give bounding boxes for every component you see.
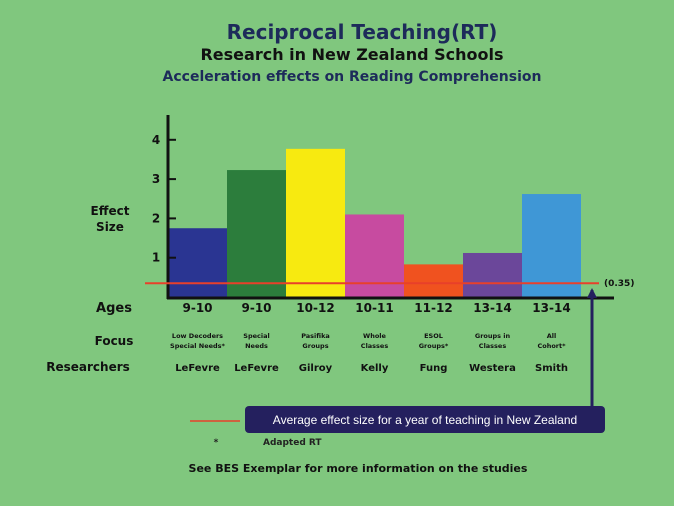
focus-label: All	[547, 332, 557, 340]
researcher-label: Westera	[469, 363, 516, 374]
chart-subtitle: Research in New Zealand Schools	[200, 45, 503, 64]
x-tick-label-age: 13-14	[532, 301, 570, 315]
y-tick-label: 2	[152, 211, 160, 225]
y-tick-label: 4	[152, 133, 160, 147]
focus-label: Whole	[363, 332, 386, 340]
researcher-label: LeFevre	[234, 363, 279, 374]
focus-label: Special	[243, 332, 269, 340]
legend-reference-text: Average effect size for a year of teachi…	[273, 413, 577, 427]
researcher-label: Fung	[420, 363, 448, 374]
row-label-researchers: Researchers	[46, 360, 130, 374]
focus-label: Groups in	[475, 332, 511, 340]
focus-label: Cohort*	[537, 342, 566, 350]
y-tick-label: 3	[152, 172, 160, 186]
x-tick-label-age: 10-11	[355, 301, 393, 315]
bar-4	[345, 214, 404, 297]
x-tick-label-age: 10-12	[296, 301, 334, 315]
row-label-focus: Focus	[95, 334, 134, 348]
focus-label: Classes	[479, 342, 507, 350]
researcher-label: Smith	[535, 363, 568, 374]
bar-6	[463, 252, 522, 297]
footer-note: See BES Exemplar for more information on…	[189, 462, 528, 475]
legend-callout-box	[245, 406, 605, 433]
bar-1	[168, 228, 227, 297]
focus-label: Classes	[361, 342, 389, 350]
row-label-ages: Ages	[96, 301, 132, 316]
arrow-head-icon	[587, 288, 597, 298]
bar-2	[227, 170, 286, 297]
y-tick-label: 1	[152, 251, 160, 265]
focus-label: Groups	[302, 342, 328, 350]
focus-label: Needs	[245, 342, 268, 350]
researcher-label: LeFevre	[175, 363, 220, 374]
chart-subtitle-2: Acceleration effects on Reading Comprehe…	[163, 69, 542, 85]
legend-asterisk-text: Adapted RT	[263, 438, 322, 448]
y-axis-label-line2: Size	[96, 220, 124, 234]
bar-5	[404, 264, 463, 297]
x-tick-label-age: 9-10	[241, 301, 271, 315]
legend-asterisk: *	[214, 438, 219, 448]
bar-7	[522, 194, 581, 297]
x-tick-label-age: 9-10	[182, 301, 212, 315]
focus-label: ESOL	[424, 332, 443, 340]
x-tick-label-age: 13-14	[473, 301, 511, 315]
focus-label: Special Needs*	[170, 342, 225, 350]
focus-label: Groups*	[419, 342, 449, 350]
x-tick-label-age: 11-12	[414, 301, 452, 315]
focus-label: Low Decoders	[172, 332, 223, 340]
focus-label: Pasifika	[301, 332, 330, 340]
bar-3	[286, 148, 345, 297]
reference-label: (0.35)	[604, 279, 634, 289]
y-axis-label-line1: Effect	[91, 204, 130, 218]
researcher-label: Kelly	[361, 363, 389, 374]
chart-title: Reciprocal Teaching(RT)	[227, 20, 498, 44]
researcher-label: Gilroy	[299, 363, 333, 374]
